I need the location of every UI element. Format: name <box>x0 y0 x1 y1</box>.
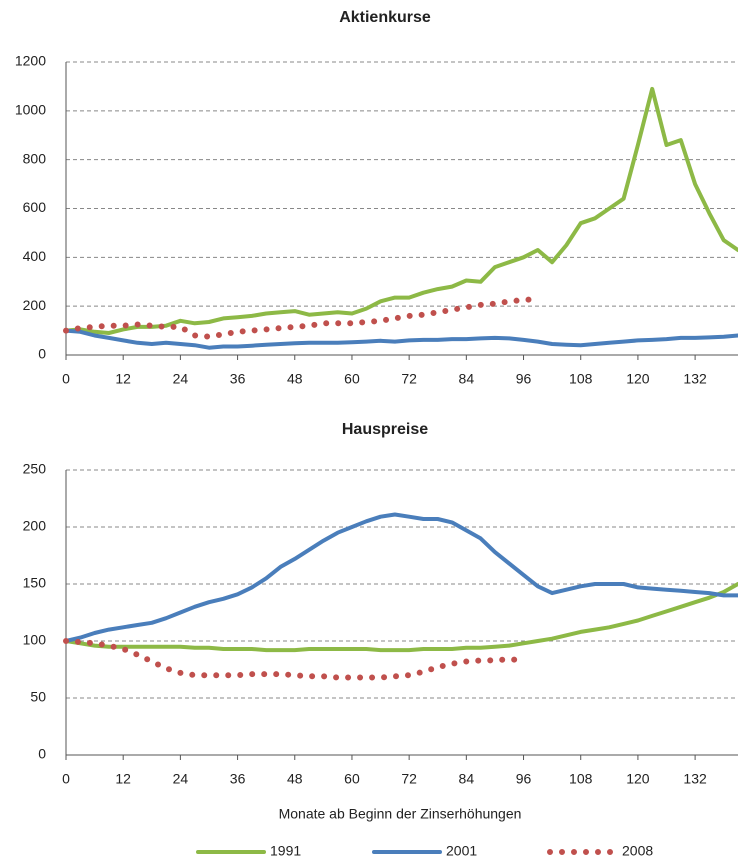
x-tick-label: 96 <box>516 771 532 787</box>
x-axis-label: Monate ab Beginn der Zinserhöhungen <box>279 806 522 822</box>
x-tick-label: 108 <box>569 771 593 787</box>
y-tick-label: 0 <box>38 346 46 362</box>
legend-label: 2008 <box>622 843 653 859</box>
y-tick-label: 200 <box>23 297 47 313</box>
x-tick-label: 0 <box>62 371 70 387</box>
x-tick-label: 132 <box>683 371 707 387</box>
series-line <box>64 512 738 643</box>
series-line <box>64 328 738 350</box>
x-tick-label: 60 <box>344 771 360 787</box>
y-tick-label: 250 <box>23 461 47 477</box>
x-tick-label: 36 <box>230 371 246 387</box>
x-tick-label: 12 <box>115 771 131 787</box>
y-tick-label: 400 <box>23 248 47 264</box>
x-tick-label: 72 <box>401 771 417 787</box>
x-tick-label: 84 <box>459 371 475 387</box>
series-line <box>63 295 541 340</box>
y-tick-label: 1200 <box>15 53 46 69</box>
x-tick-label: 120 <box>626 771 650 787</box>
x-tick-label: 132 <box>683 771 707 787</box>
y-tick-label: 800 <box>23 150 47 166</box>
x-tick-label: 0 <box>62 771 70 787</box>
x-tick-label: 24 <box>173 771 189 787</box>
x-tick-label: 72 <box>401 371 417 387</box>
y-tick-label: 600 <box>23 199 47 215</box>
y-tick-label: 0 <box>38 746 46 762</box>
series-line <box>64 582 738 653</box>
x-tick-label: 120 <box>626 371 650 387</box>
x-tick-label: 12 <box>115 371 131 387</box>
x-tick-label: 96 <box>516 371 532 387</box>
y-tick-label: 150 <box>23 575 47 591</box>
x-tick-label: 48 <box>287 371 303 387</box>
y-tick-label: 200 <box>23 518 47 534</box>
legend-label: 2001 <box>446 843 477 859</box>
x-tick-label: 108 <box>569 371 593 387</box>
y-tick-label: 100 <box>23 632 47 648</box>
x-tick-label: 60 <box>344 371 360 387</box>
y-tick-label: 50 <box>30 689 46 705</box>
y-tick-label: 1000 <box>15 102 46 118</box>
chart-title: Hauspreise <box>342 421 428 438</box>
chart-title: Aktienkurse <box>339 9 431 26</box>
x-tick-label: 48 <box>287 771 303 787</box>
legend-label: 1991 <box>270 843 301 859</box>
x-tick-label: 36 <box>230 771 246 787</box>
series-line <box>64 86 738 335</box>
x-tick-label: 84 <box>459 771 475 787</box>
x-tick-label: 24 <box>173 371 189 387</box>
